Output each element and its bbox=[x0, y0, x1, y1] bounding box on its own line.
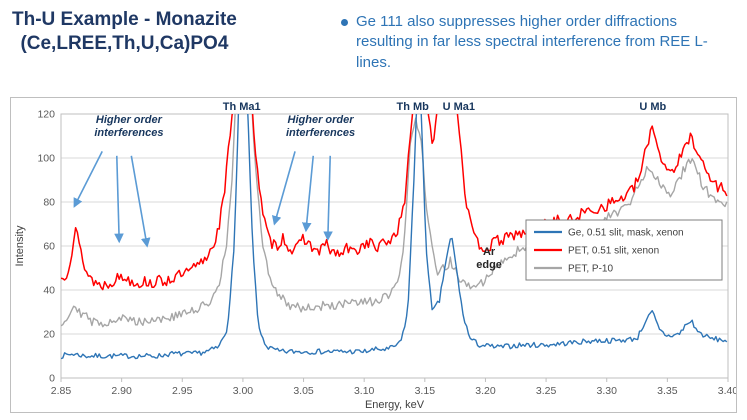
chart-panel: 0 20 40 60 80 100 120 2.85 2.90 2.95 3.00 3.05 3.10 3… bbox=[10, 97, 738, 413]
x-tick-label: 3.15 bbox=[415, 385, 436, 397]
bullet-block: Ge 111 also suppresses higher order diff… bbox=[341, 12, 733, 73]
x-tick-label: 2.85 bbox=[51, 385, 72, 397]
x-tick-label: 3.35 bbox=[657, 385, 678, 397]
free-label: Ar bbox=[483, 246, 496, 258]
y-tick-label: 40 bbox=[43, 285, 55, 297]
plot-border bbox=[60, 113, 729, 379]
free-label: edge bbox=[476, 259, 502, 271]
annotation-arrow bbox=[130, 155, 151, 248]
slide-header: Th-U Example - Monazite (Ce,LREE,Th,U,Ca… bbox=[0, 0, 747, 92]
x-tick-label: 3.10 bbox=[354, 385, 375, 397]
annotation-text: Higher order bbox=[96, 114, 163, 126]
x-tick-label: 3.20 bbox=[475, 385, 496, 397]
y-tick-label: 0 bbox=[49, 373, 55, 385]
legend-label: PET, 0.51 slit, xenon bbox=[568, 246, 659, 257]
x-axis-label: Energy, keV bbox=[365, 399, 425, 411]
annotation-arrow bbox=[73, 151, 103, 208]
x-tick-label: 3.40 bbox=[718, 385, 736, 397]
legend-label: Ge, 0.51 slit, mask, xenon bbox=[568, 228, 684, 239]
bullet-text: Ge 111 also suppresses higher order diff… bbox=[356, 13, 708, 71]
annotation-arrow bbox=[323, 155, 333, 241]
peak-label: U Mb bbox=[639, 101, 666, 113]
series-line-1 bbox=[61, 114, 728, 291]
y-axis-label: Intensity bbox=[14, 225, 26, 266]
series-line-0 bbox=[61, 114, 728, 360]
bullet-icon bbox=[341, 19, 348, 26]
series-line-2 bbox=[61, 114, 728, 328]
y-tick-label: 80 bbox=[43, 197, 55, 209]
y-tick-label: 20 bbox=[43, 329, 55, 341]
annotation-arrow bbox=[301, 155, 315, 233]
y-tick-label: 100 bbox=[37, 153, 55, 165]
x-tick-label: 3.05 bbox=[293, 385, 314, 397]
x-tick-label: 3.25 bbox=[536, 385, 557, 397]
annotation-text: Higher order bbox=[288, 114, 355, 126]
y-tick-label: 120 bbox=[37, 109, 55, 121]
peak-label: Th Ma1 bbox=[223, 101, 261, 113]
annotation-arrow bbox=[114, 155, 124, 244]
title-line-2: (Ce,LREE,Th,U,Ca)PO4 bbox=[20, 32, 229, 54]
annotation-text: interferences bbox=[94, 127, 163, 139]
peak-label: Th Mb bbox=[396, 101, 429, 113]
x-tick-label: 2.90 bbox=[111, 385, 132, 397]
peak-label: U Ma1 bbox=[443, 101, 475, 113]
y-tick-label: 60 bbox=[43, 241, 55, 253]
annotation-arrow bbox=[272, 151, 296, 226]
legend-label: PET, P-10 bbox=[568, 264, 613, 275]
x-tick-label: 2.95 bbox=[172, 385, 193, 397]
annotation-text: interferences bbox=[286, 127, 355, 139]
title-line-1: Th-U Example - Monazite bbox=[12, 9, 237, 30]
x-tick-label: 3.00 bbox=[233, 385, 254, 397]
page-title: Th-U Example - Monazite (Ce,LREE,Th,U,Ca… bbox=[12, 8, 237, 56]
spectrum-chart: 0 20 40 60 80 100 120 2.85 2.90 2.95 3.00 3.05 3.10 3… bbox=[14, 101, 738, 411]
x-tick-label: 3.30 bbox=[597, 385, 618, 397]
